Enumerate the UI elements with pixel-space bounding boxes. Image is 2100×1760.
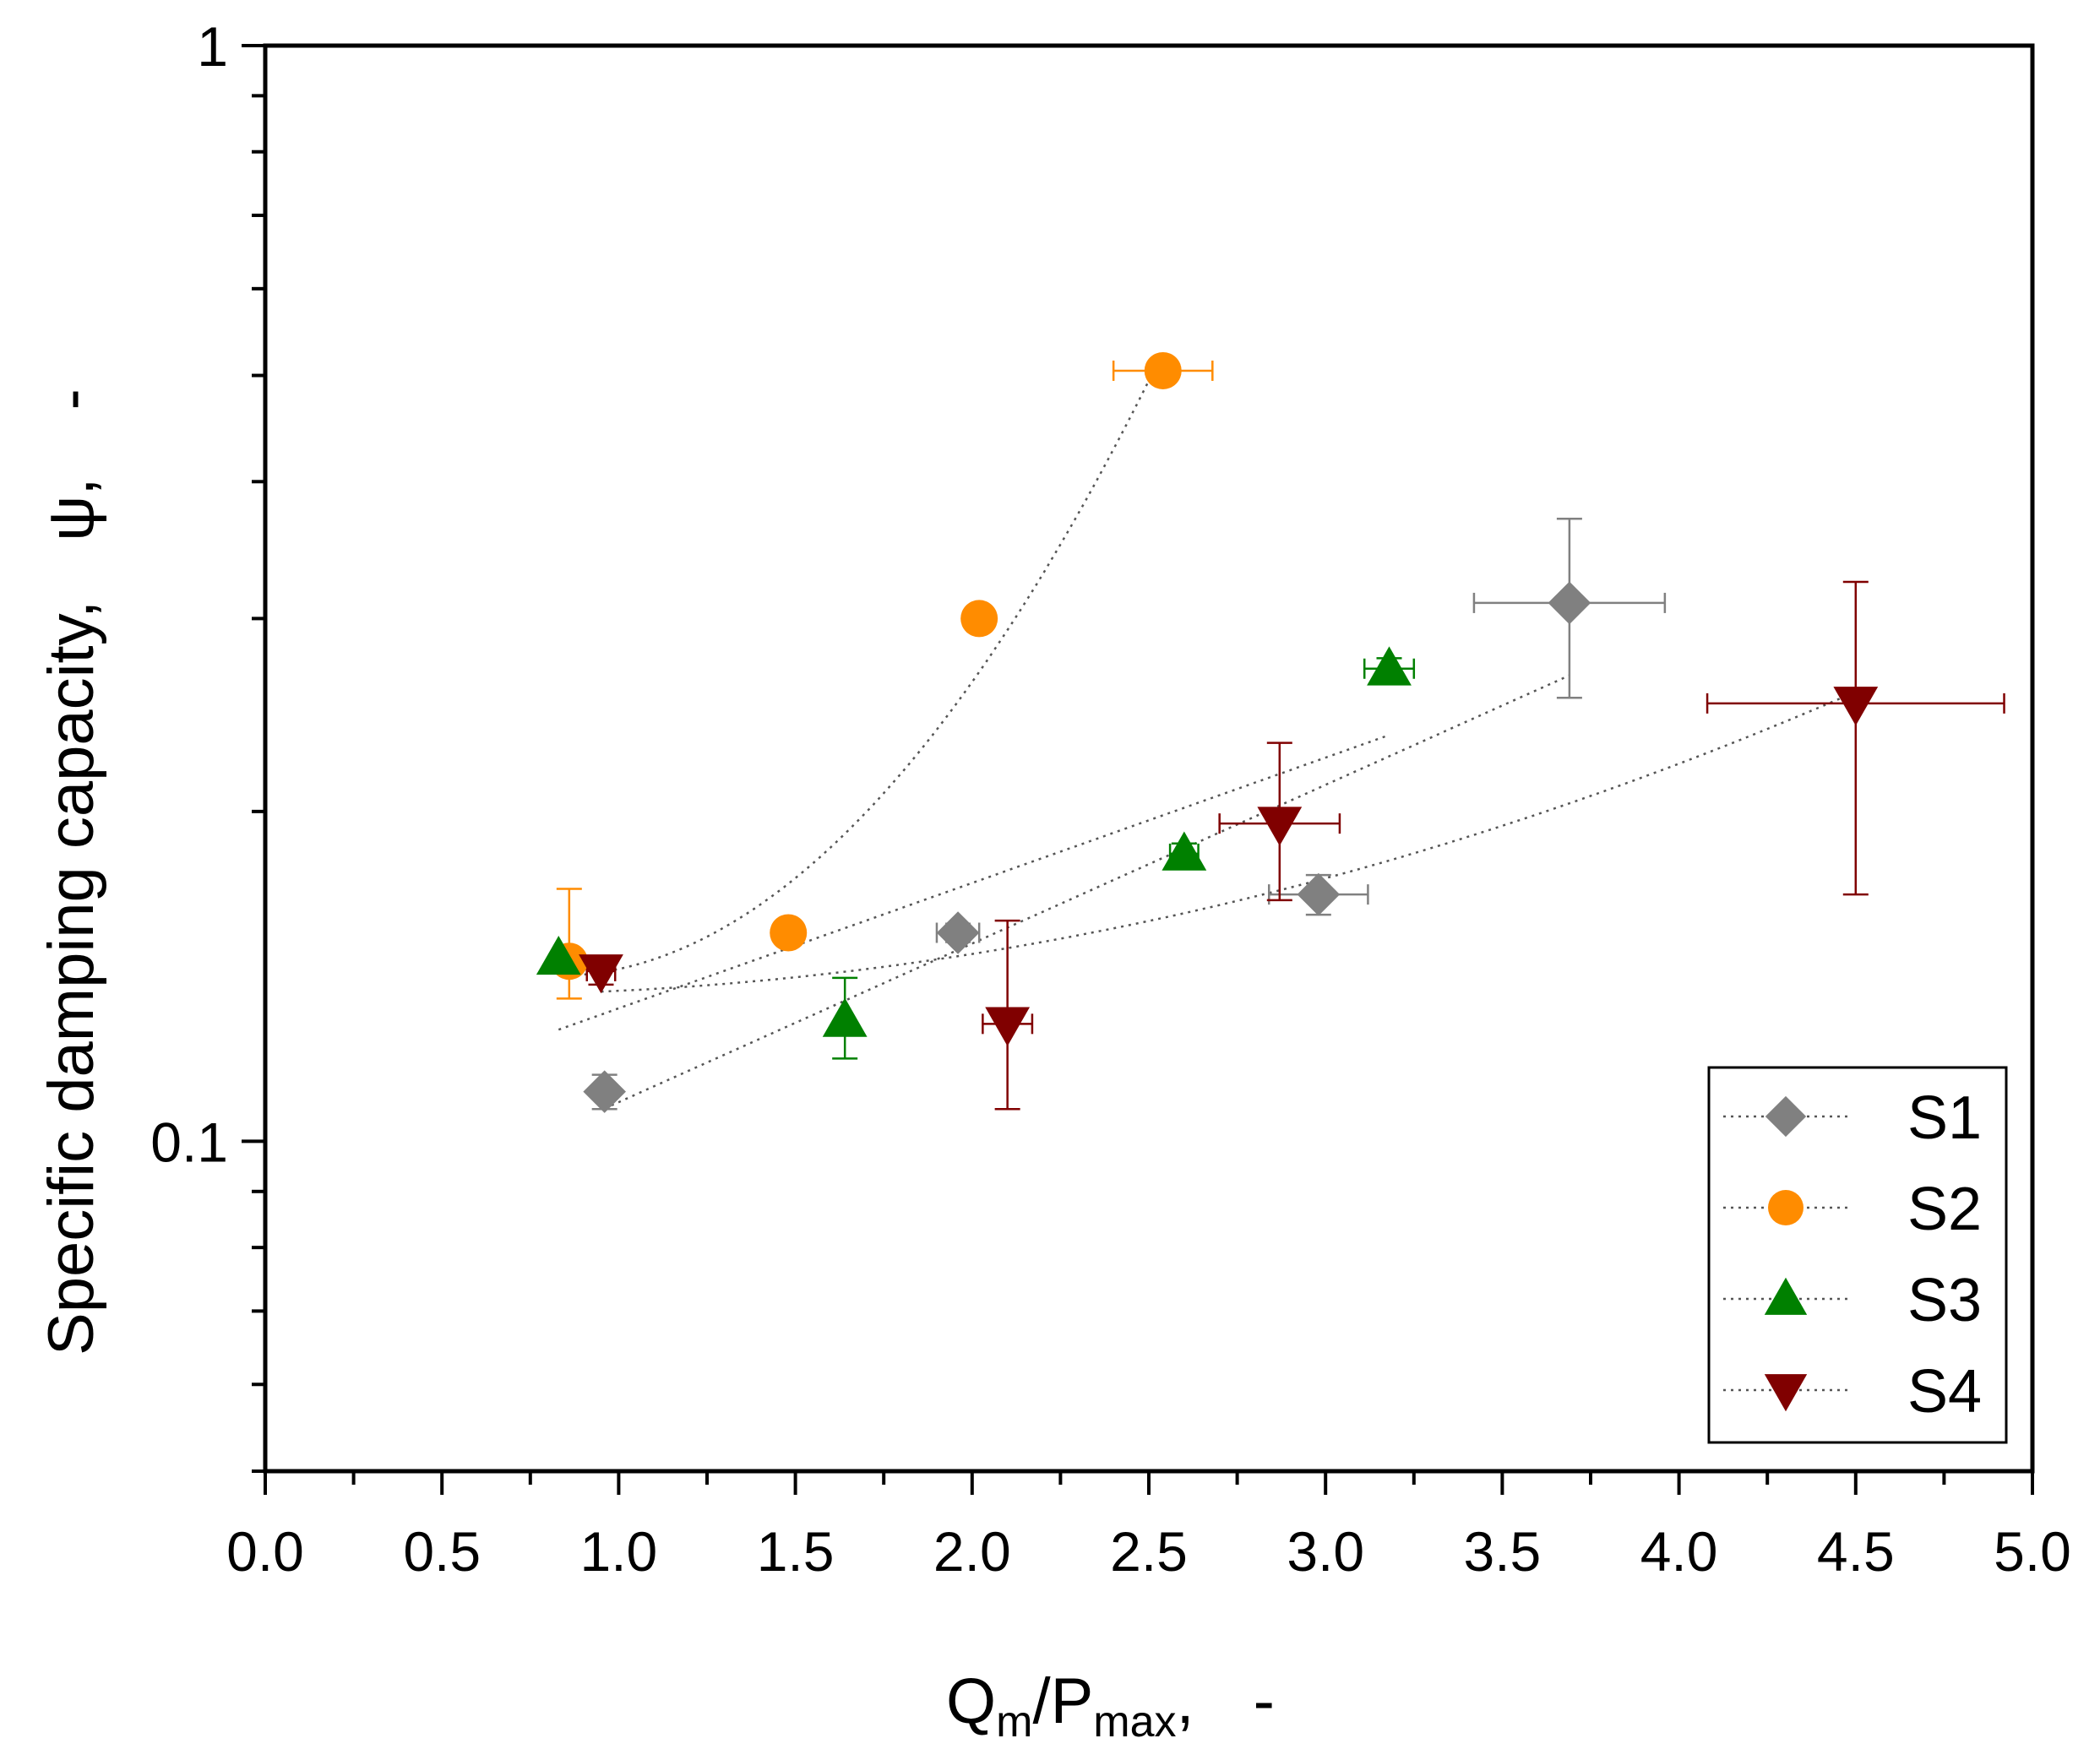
point-s1 — [583, 1070, 626, 1113]
x-tick-label: 1.5 — [757, 1520, 835, 1583]
x-tick-label: 2.0 — [933, 1520, 1011, 1583]
point-s4 — [579, 954, 623, 994]
fit-lines — [558, 351, 1857, 1110]
legend-marker-s4 — [1764, 1374, 1808, 1412]
y-axis-label: Specific damping capacity, ψ, - — [35, 388, 107, 1355]
x-tick-label: 1.0 — [580, 1520, 658, 1583]
point-s2 — [770, 914, 808, 952]
x-tick-label: 4.0 — [1640, 1520, 1718, 1583]
x-tick-label: 3.0 — [1287, 1520, 1364, 1583]
point-s1 — [1297, 872, 1341, 916]
legend-box — [1707, 1066, 2008, 1444]
fit-line-s2 — [569, 351, 1164, 977]
point-s3 — [1162, 831, 1207, 871]
legend: S1 S2 S3 S4 — [1707, 1066, 2008, 1444]
point-s1 — [936, 911, 980, 954]
x-label-sub-max: max — [1093, 1698, 1176, 1746]
point-s4 — [985, 1007, 1031, 1046]
x-tick-label: 0.0 — [226, 1520, 304, 1583]
legend-marker-s3 — [1764, 1277, 1808, 1315]
y-label-text: Specific damping capacity, — [35, 600, 107, 1355]
x-label-q: Q — [946, 1665, 996, 1737]
point-s3 — [536, 935, 581, 975]
point-s2 — [960, 600, 998, 638]
x-axis-label: Qm/Pmax, - — [946, 1665, 1275, 1746]
x-axis-ticks: 0.0 0.5 1.0 1.5 2.0 2.5 3.0 3.5 4.0 4.5 5.0 — [226, 1471, 2071, 1583]
legend-label-s2: S2 — [1907, 1176, 1982, 1243]
fit-line-s1 — [604, 674, 1570, 1110]
y-tick-label: 0.1 — [150, 1111, 228, 1173]
x-label-slash-p: /P — [1032, 1665, 1093, 1737]
y-label-symbol: ψ, — [35, 478, 107, 541]
x-label-comma: , — [1177, 1665, 1194, 1737]
x-tick-label: 2.5 — [1110, 1520, 1188, 1583]
x-tick-label: 4.5 — [1817, 1520, 1895, 1583]
point-s3 — [1367, 646, 1412, 686]
y-axis-ticks: 0.11 — [150, 15, 265, 1473]
point-s4 — [1833, 687, 1879, 726]
y-label-dash: - — [35, 388, 107, 410]
legend-label-s1: S1 — [1907, 1084, 1982, 1152]
legend-marker-s1 — [1765, 1095, 1807, 1138]
point-s3 — [822, 997, 868, 1037]
point-s2 — [1144, 351, 1182, 389]
fit-line-s3 — [558, 734, 1390, 1031]
data-markers — [536, 351, 1879, 1113]
legend-label-s3: S3 — [1907, 1267, 1982, 1334]
x-tick-label: 5.0 — [1994, 1520, 2071, 1583]
legend-items: S1 S2 S3 S4 — [1723, 1084, 1982, 1426]
legend-label-s4: S4 — [1907, 1358, 1982, 1426]
legend-marker-s2 — [1768, 1190, 1803, 1225]
x-tick-label: 0.5 — [403, 1520, 481, 1583]
x-tick-label: 3.5 — [1464, 1520, 1542, 1583]
point-s4 — [1257, 807, 1303, 846]
point-s1 — [1548, 581, 1591, 625]
x-label-dash: - — [1254, 1665, 1275, 1737]
x-label-sub-m: m — [996, 1698, 1032, 1746]
y-tick-label: 1 — [197, 15, 228, 78]
